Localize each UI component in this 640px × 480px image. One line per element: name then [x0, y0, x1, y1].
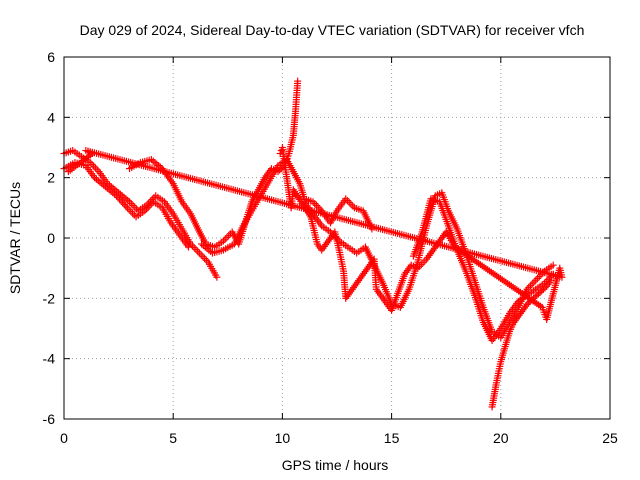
- data-point: [120, 200, 128, 208]
- x-tick-label: 20: [493, 430, 509, 446]
- data-point: [549, 261, 557, 269]
- data-point: [539, 285, 547, 293]
- x-tick-label: 10: [275, 430, 291, 446]
- data-point: [114, 193, 122, 201]
- y-tick-label: -6: [43, 411, 56, 427]
- data-point: [530, 278, 538, 286]
- data-point: [190, 244, 198, 252]
- data-point: [534, 290, 542, 298]
- series-track-b: [60, 159, 192, 251]
- y-axis-label: SDTVAR / TECUs: [7, 182, 23, 294]
- data-point: [533, 291, 541, 299]
- data-point: [192, 245, 200, 253]
- data-point: [64, 168, 72, 176]
- data-point: [199, 253, 207, 261]
- data-point: [538, 287, 546, 295]
- y-tick-label: 6: [47, 49, 55, 65]
- chart-title: Day 029 of 2024, Sidereal Day-to-day VTE…: [80, 22, 585, 38]
- data-point: [91, 164, 99, 172]
- data-point: [533, 274, 541, 282]
- x-tick-label: 25: [602, 430, 618, 446]
- x-tick-label: 5: [169, 430, 177, 446]
- data-point: [117, 197, 125, 205]
- data-point: [541, 284, 549, 292]
- data-point: [528, 280, 536, 288]
- x-axis-label: GPS time / hours: [282, 457, 389, 473]
- x-tick-label: 15: [384, 430, 400, 446]
- data-point: [194, 247, 202, 255]
- data-point: [535, 273, 543, 281]
- data-point: [213, 273, 221, 281]
- series-track-g: [488, 276, 555, 411]
- data-point: [221, 235, 229, 243]
- data-point: [201, 255, 209, 263]
- data-point: [184, 243, 192, 251]
- data-point: [223, 233, 231, 241]
- data-point: [119, 199, 127, 207]
- axis-ticks: 0 5 10 15 20 25 -6 -4 -2 0 2 4 6: [43, 49, 618, 446]
- y-tick-label: 0: [47, 230, 55, 246]
- y-tick-label: -2: [43, 290, 56, 306]
- series-track-h: [64, 144, 566, 323]
- data-point: [88, 160, 96, 168]
- data-point: [294, 77, 302, 85]
- data-point: [93, 166, 101, 174]
- data-point: [347, 200, 355, 208]
- data-point: [532, 276, 540, 284]
- data-point: [523, 300, 531, 308]
- data-point: [547, 276, 555, 284]
- data-point: [122, 202, 130, 210]
- data-point: [90, 162, 98, 170]
- data-point: [277, 165, 285, 173]
- y-tick-label: 2: [47, 170, 55, 186]
- data-point: [536, 288, 544, 296]
- data-point: [116, 195, 124, 203]
- data-point: [345, 198, 353, 206]
- x-tick-label: 0: [60, 430, 68, 446]
- data-point: [197, 251, 205, 259]
- data-point: [421, 257, 429, 265]
- data-point: [112, 192, 120, 200]
- series-track-c: [126, 77, 302, 251]
- data-point: [527, 282, 535, 290]
- y-tick-label: 4: [47, 109, 55, 125]
- data-points: [60, 77, 566, 411]
- y-tick-label: -4: [43, 351, 56, 367]
- data-point: [195, 249, 203, 257]
